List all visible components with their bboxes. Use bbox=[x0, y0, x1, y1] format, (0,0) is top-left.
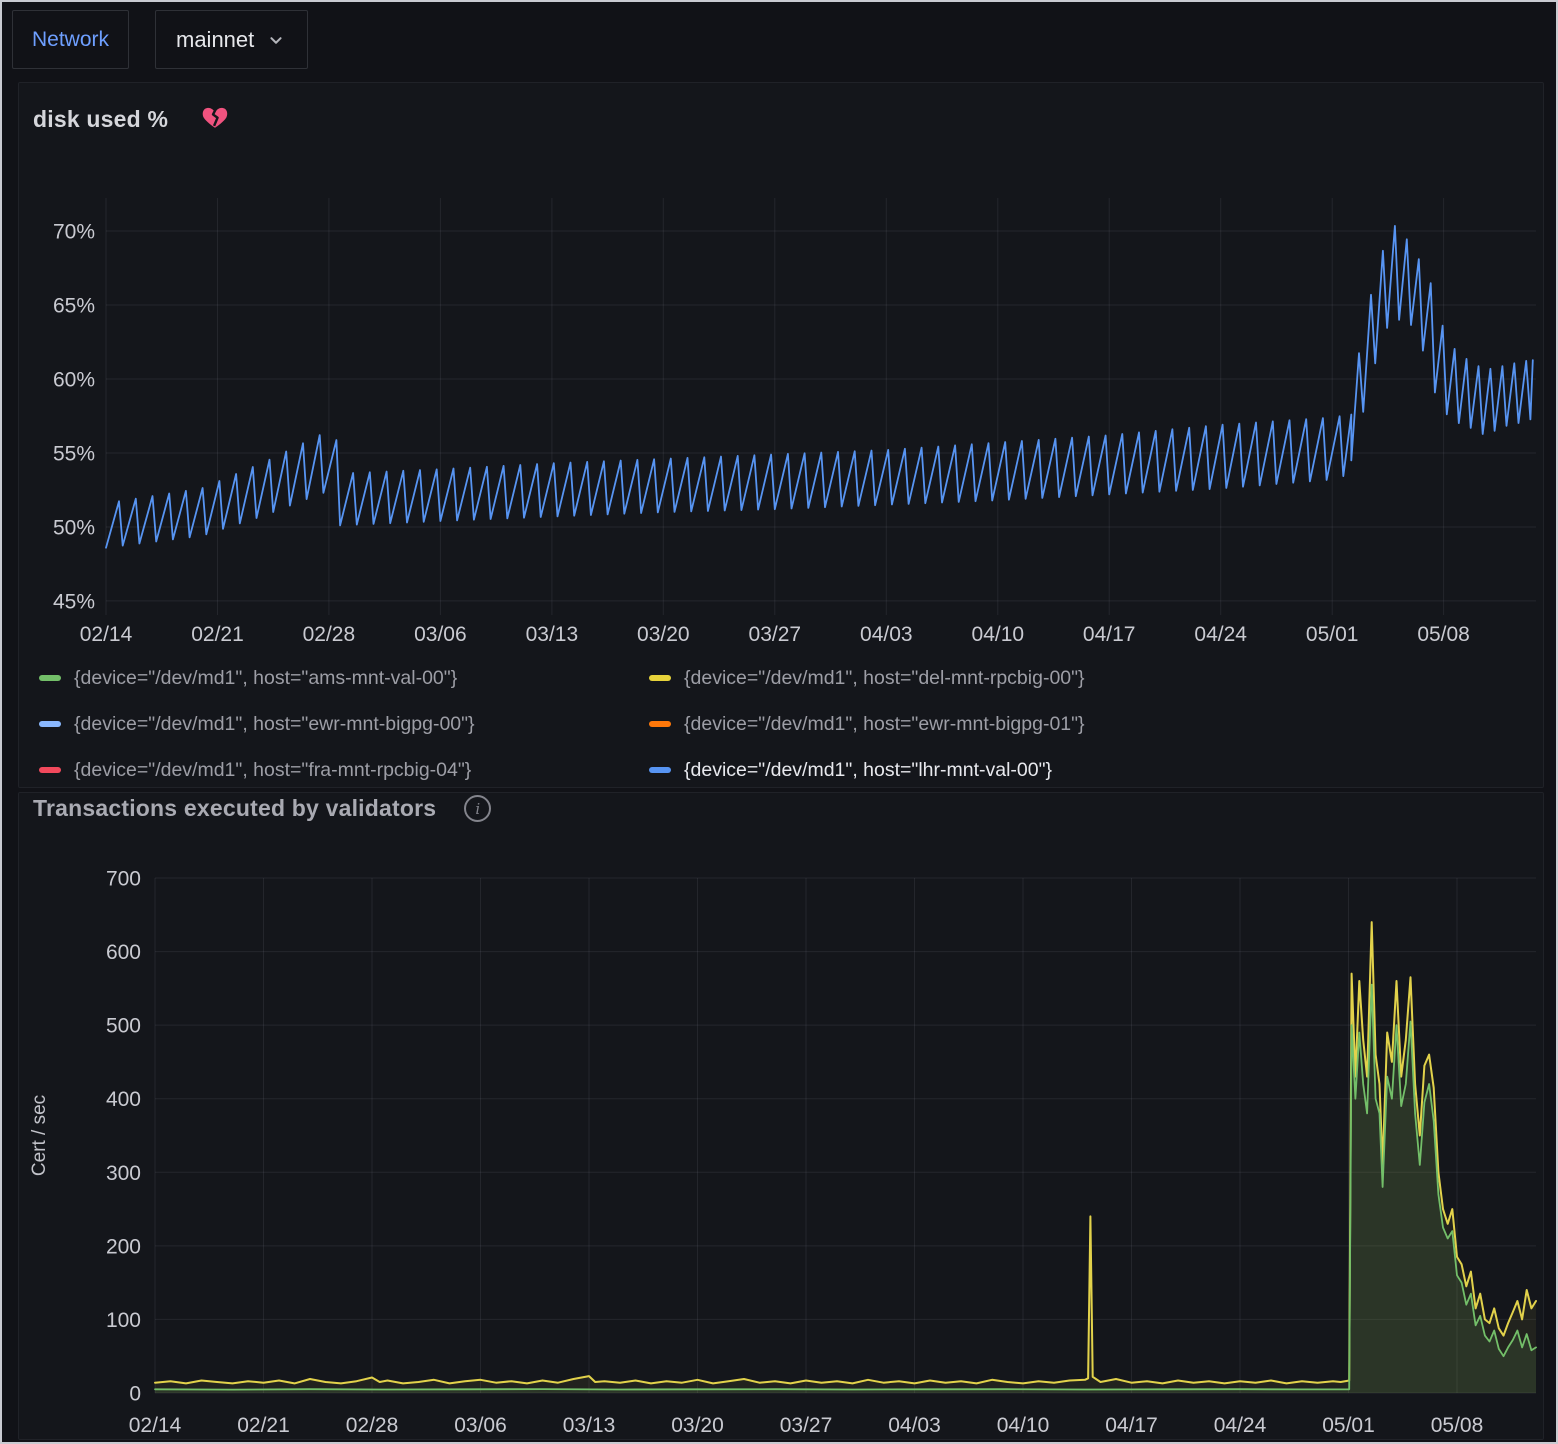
legend-label: {device="/dev/md1", host="ams-mnt-val-00… bbox=[74, 666, 458, 689]
y-axis-tick-label: 65% bbox=[53, 295, 95, 318]
x-axis-tick-label: 02/28 bbox=[346, 1414, 399, 1437]
panel-tx-header: Transactions executed by validators i bbox=[33, 795, 492, 822]
x-axis-tick-label: 03/20 bbox=[637, 623, 690, 646]
x-axis-tick-label: 03/06 bbox=[454, 1414, 507, 1437]
x-axis-tick-label: 04/03 bbox=[860, 623, 913, 646]
y-axis-tick-label: 500 bbox=[106, 1015, 141, 1038]
legend-color-chip bbox=[649, 767, 671, 773]
network-variable-dropdown[interactable]: mainnet bbox=[155, 10, 309, 69]
broken-heart-icon bbox=[200, 103, 230, 136]
network-variable-label: Network bbox=[12, 10, 130, 69]
y-axis-tick-label: 600 bbox=[106, 941, 141, 964]
panel-transactions: Transactions executed by validators i 0 1… bbox=[18, 792, 1544, 1440]
y-axis-tick-label: 70% bbox=[53, 221, 95, 244]
y-axis-tick-label: 200 bbox=[106, 1235, 141, 1258]
y-axis-tick-label: 60% bbox=[53, 369, 95, 392]
legend-label: {device="/dev/md1", host="ewr-mnt-bigpg-… bbox=[74, 712, 475, 735]
legend-item-del-mnt-rpcbig-00[interactable]: {device="/dev/md1", host="del-mnt-rpcbig… bbox=[649, 667, 1533, 690]
legend-item-ams-mnt-val-00[interactable]: {device="/dev/md1", host="ams-mnt-val-00… bbox=[39, 667, 649, 690]
x-axis-tick-label: 03/13 bbox=[526, 623, 579, 646]
x-axis-tick-label: 02/21 bbox=[237, 1414, 290, 1437]
x-axis-tick-label: 05/08 bbox=[1431, 1414, 1484, 1437]
x-axis-tick-label: 02/21 bbox=[191, 623, 244, 646]
series-line-tx-green bbox=[154, 983, 1537, 1391]
x-axis-tick-label: 03/06 bbox=[414, 623, 467, 646]
variable-bar: Network mainnet bbox=[2, 2, 1556, 80]
disk-used-chart[interactable]: 45% 50% 55% 60% 65% 70% 02/14 02/21 02/28 03/06 03… bbox=[19, 83, 1543, 653]
y-axis-tick-label: 0 bbox=[129, 1383, 141, 1406]
x-axis-tick-label: 03/27 bbox=[749, 623, 802, 646]
legend-color-chip bbox=[39, 721, 61, 727]
legend-label: {device="/dev/md1", host="ewr-mnt-bigpg-… bbox=[684, 712, 1085, 735]
y-axis-tick-label: 700 bbox=[106, 868, 141, 891]
x-axis-tick-label: 02/28 bbox=[303, 623, 356, 646]
y-axis-tick-label: 50% bbox=[53, 517, 95, 540]
y-axis-tick-label: 400 bbox=[106, 1088, 141, 1111]
y-axis-title: Cert / sec bbox=[29, 1095, 50, 1176]
series-fill-tx-green bbox=[155, 984, 1536, 1393]
legend-color-chip bbox=[39, 675, 61, 681]
y-axis-tick-label: 300 bbox=[106, 1162, 141, 1185]
y-axis-tick-label: 55% bbox=[53, 443, 95, 466]
x-axis-tick-label: 03/27 bbox=[780, 1414, 833, 1437]
disk-chart-legend: {device="/dev/md1", host="ams-mnt-val-00… bbox=[39, 655, 1533, 793]
chevron-down-icon bbox=[265, 29, 287, 51]
legend-item-fra-mnt-rpcbig-04[interactable]: {device="/dev/md1", host="fra-mnt-rpcbig… bbox=[39, 759, 649, 782]
legend-color-chip bbox=[649, 675, 671, 681]
network-variable-value: mainnet bbox=[176, 26, 255, 52]
x-axis-tick-label: 04/17 bbox=[1105, 1414, 1158, 1437]
x-axis-tick-label: 05/01 bbox=[1322, 1414, 1375, 1437]
network-variable-label-text: Network bbox=[32, 27, 110, 51]
x-axis-tick-label: 04/24 bbox=[1194, 623, 1247, 646]
panel-tx-title[interactable]: Transactions executed by validators bbox=[33, 795, 437, 821]
x-axis-tick-label: 04/17 bbox=[1083, 623, 1136, 646]
info-icon[interactable]: i bbox=[464, 795, 492, 822]
legend-color-chip bbox=[649, 721, 671, 727]
y-axis-tick-label: 45% bbox=[53, 590, 95, 613]
series-fill-tx-yellow bbox=[155, 922, 1536, 1393]
y-axis-tick-label: 100 bbox=[106, 1309, 141, 1332]
legend-label: {device="/dev/md1", host="del-mnt-rpcbig… bbox=[684, 666, 1085, 689]
x-axis-tick-label: 05/01 bbox=[1306, 623, 1359, 646]
panel-disk-title[interactable]: disk used % bbox=[33, 106, 169, 132]
legend-item-lhr-mnt-val-00[interactable]: {device="/dev/md1", host="lhr-mnt-val-00… bbox=[649, 759, 1533, 782]
legend-item-ewr-mnt-bigpg-00[interactable]: {device="/dev/md1", host="ewr-mnt-bigpg-… bbox=[39, 713, 649, 736]
x-axis-tick-label: 02/14 bbox=[80, 623, 133, 646]
legend-color-chip bbox=[39, 767, 61, 773]
x-axis-tick-label: 03/13 bbox=[563, 1414, 616, 1437]
transactions-chart[interactable]: 0 100 200 300 400 500 600 700 02/14 02/21 02/28 03/… bbox=[19, 793, 1543, 1439]
panel-disk-used: disk used % 45% 50% 55% 60% 65% 70% 02/14 02/21… bbox=[18, 82, 1544, 788]
legend-label: {device="/dev/md1", host="fra-mnt-rpcbig… bbox=[74, 758, 472, 781]
legend-item-ewr-mnt-bigpg-01[interactable]: {device="/dev/md1", host="ewr-mnt-bigpg-… bbox=[649, 713, 1533, 736]
x-axis-tick-label: 03/20 bbox=[671, 1414, 724, 1437]
x-axis-tick-label: 02/14 bbox=[129, 1414, 182, 1437]
series-line-tx-yellow bbox=[154, 921, 1537, 1385]
legend-label: {device="/dev/md1", host="lhr-mnt-val-00… bbox=[684, 758, 1053, 781]
x-axis-tick-label: 04/03 bbox=[888, 1414, 941, 1437]
x-axis-tick-label: 04/24 bbox=[1214, 1414, 1267, 1437]
series-line-lhr-mnt-val-00 bbox=[105, 224, 1534, 549]
panel-disk-header: disk used % bbox=[33, 103, 230, 136]
x-axis-tick-label: 04/10 bbox=[997, 1414, 1050, 1437]
x-axis-tick-label: 05/08 bbox=[1417, 623, 1470, 646]
x-axis-tick-label: 04/10 bbox=[972, 623, 1025, 646]
